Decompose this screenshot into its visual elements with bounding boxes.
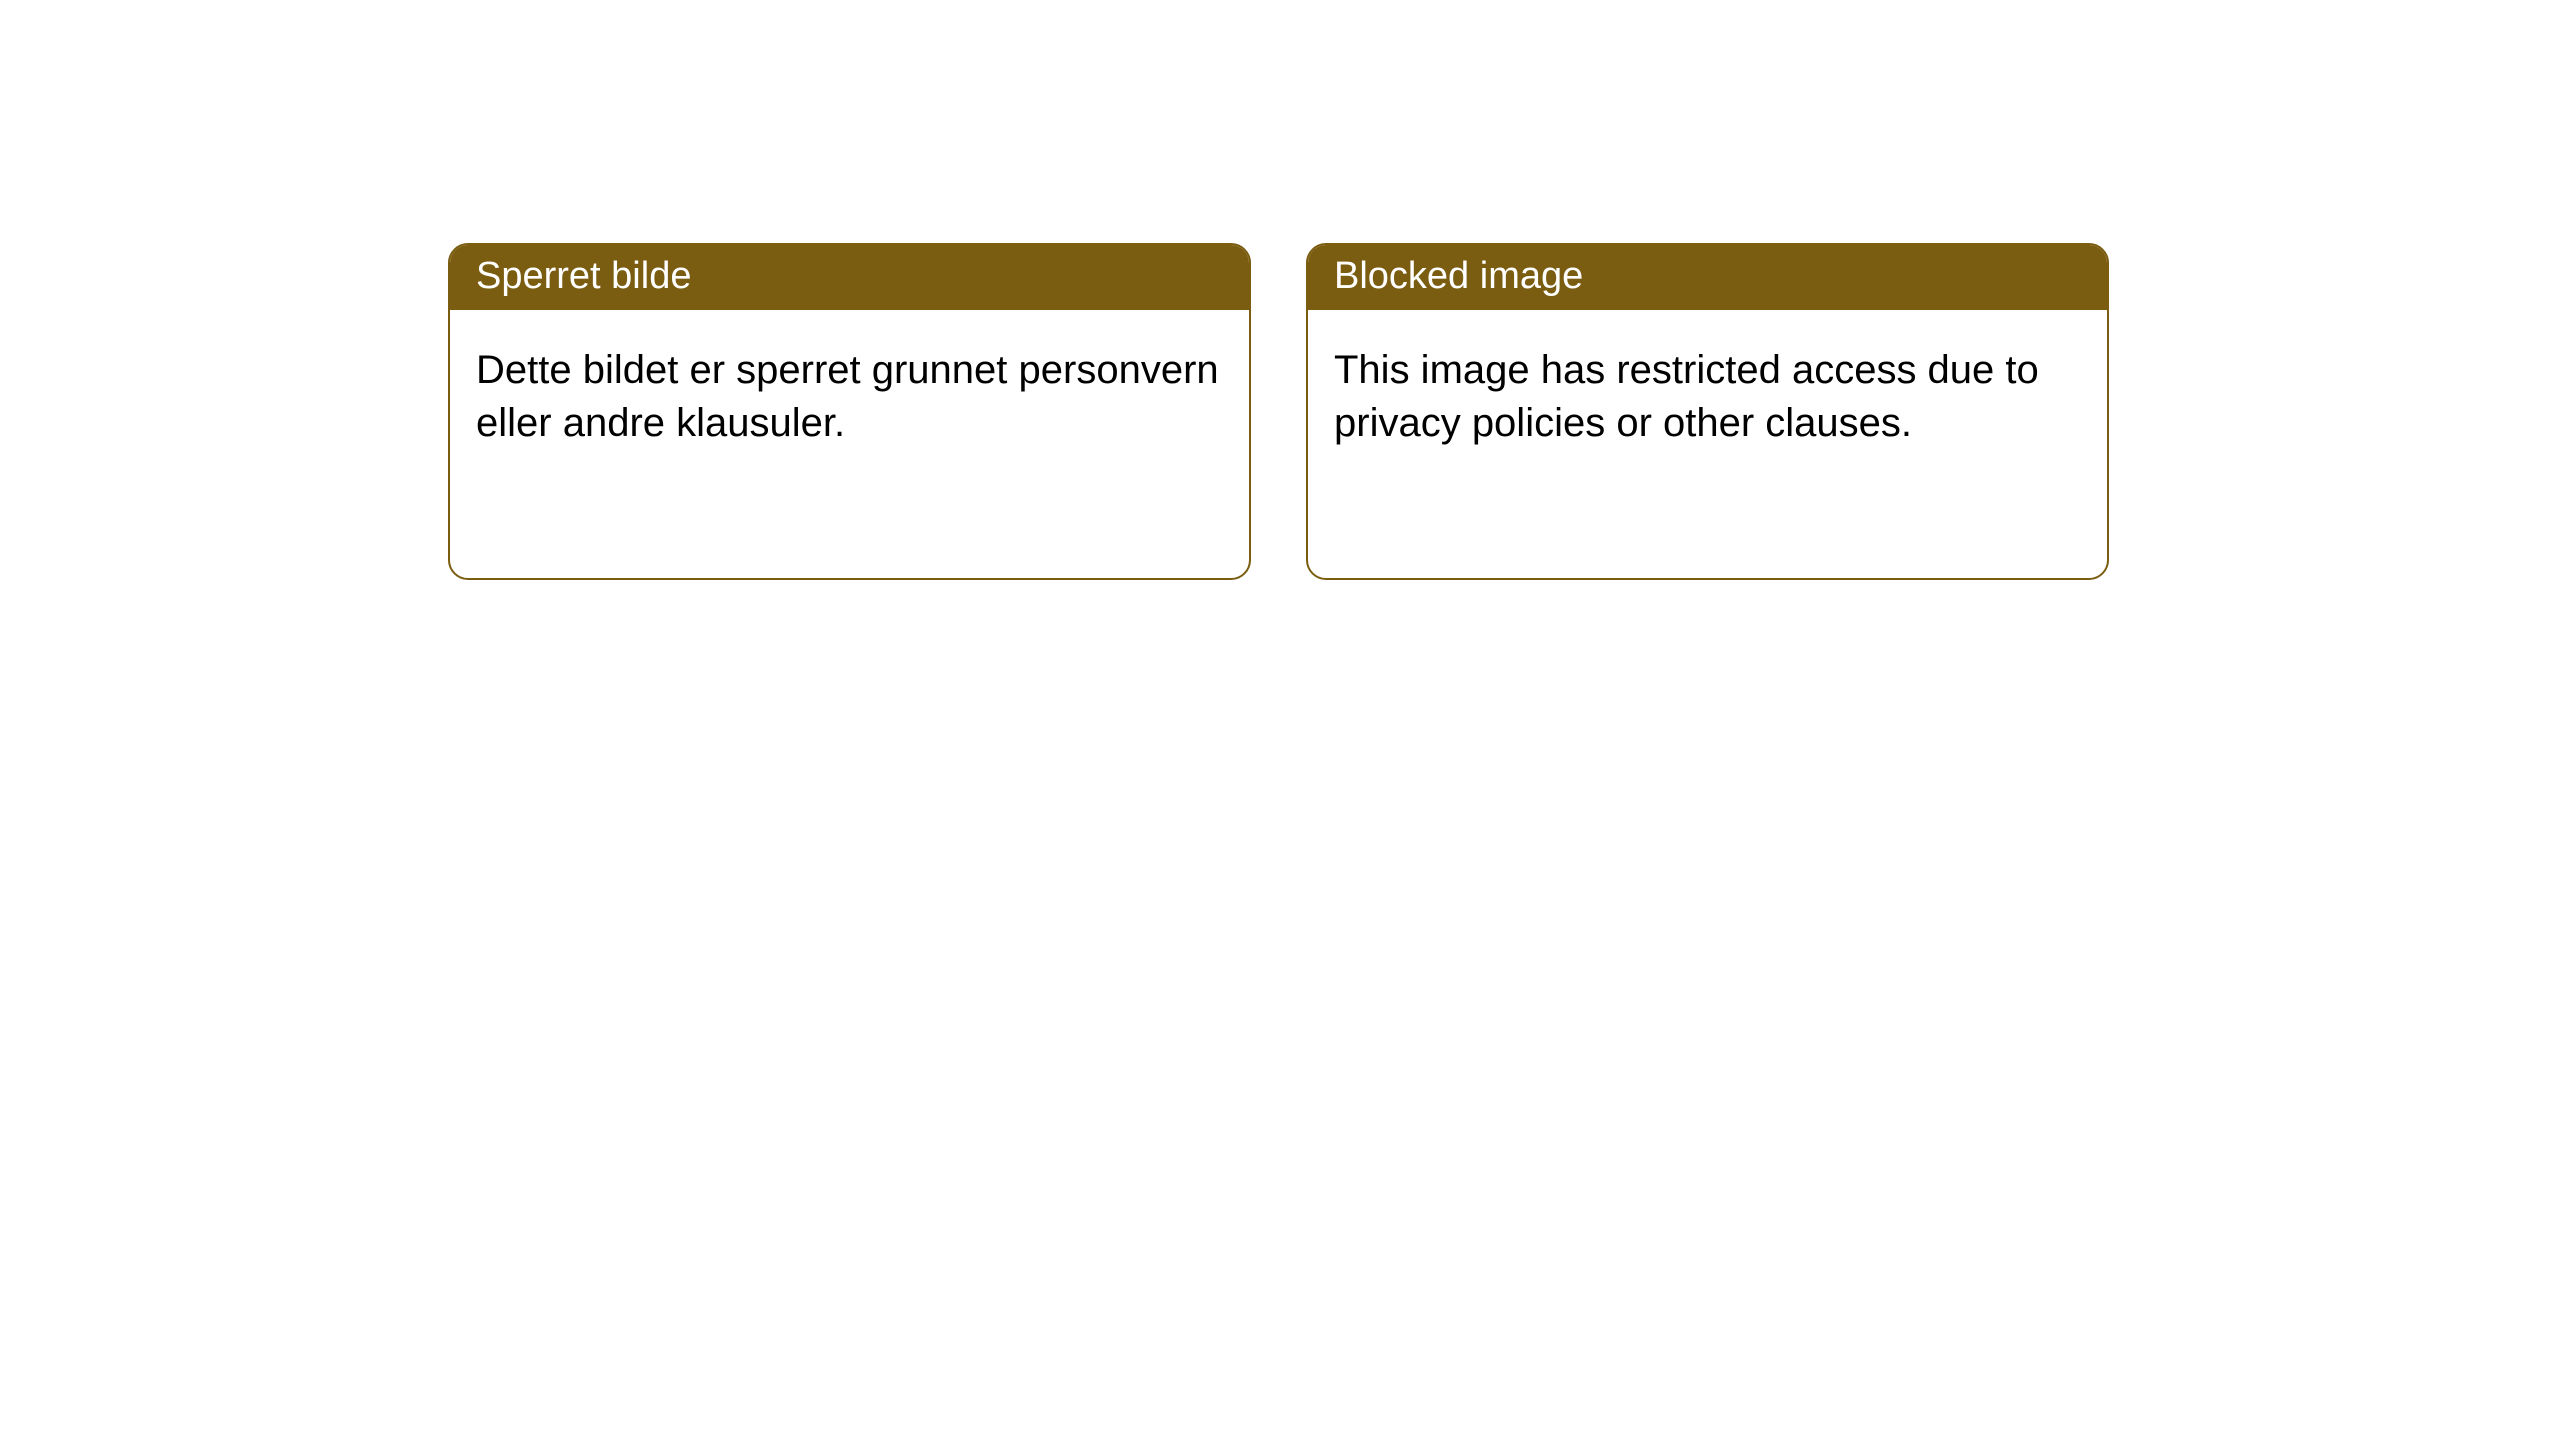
blocked-image-card-no: Sperret bilde Dette bildet er sperret gr… — [448, 243, 1251, 580]
card-header: Sperret bilde — [450, 245, 1249, 310]
card-body: Dette bildet er sperret grunnet personve… — [450, 310, 1249, 484]
blocked-image-card-en: Blocked image This image has restricted … — [1306, 243, 2109, 580]
card-body: This image has restricted access due to … — [1308, 310, 2107, 484]
card-header: Blocked image — [1308, 245, 2107, 310]
notice-cards-container: Sperret bilde Dette bildet er sperret gr… — [0, 0, 2560, 580]
